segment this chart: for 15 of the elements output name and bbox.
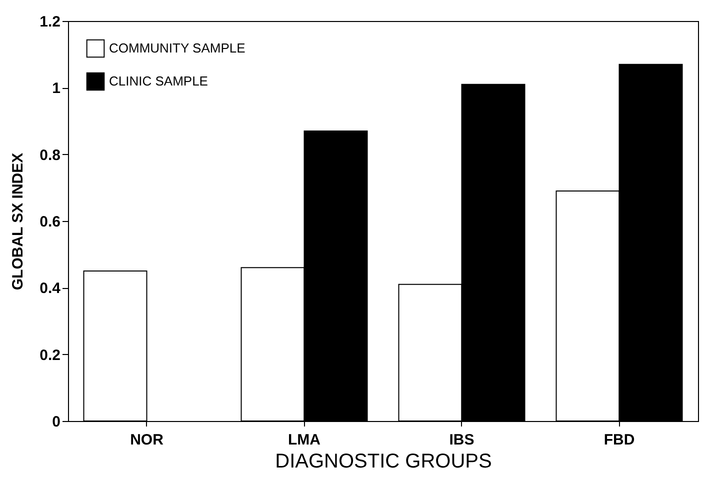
y-tick-label: 0 (52, 414, 60, 430)
x-tick-label: NOR (130, 432, 164, 448)
y-tick-label: 0.8 (40, 146, 60, 164)
x-axis-title: DIAGNOSTIC GROUPS (275, 450, 492, 472)
y-tick-label: 1.2 (40, 14, 60, 30)
y-tick-label: 0.6 (40, 214, 60, 230)
y-axis-title: GLOBAL SX INDEX (10, 152, 27, 290)
legend-label: COMMUNITY SAMPLE (109, 40, 246, 56)
x-tick-label: LMA (288, 432, 321, 448)
y-tick-label: 0.4 (40, 280, 62, 298)
y-tick-label: 0.2 (40, 346, 60, 364)
x-tick-label: FBD (604, 432, 635, 448)
x-tick-label: IBS (449, 432, 474, 448)
legend-label: CLINIC SAMPLE (109, 74, 208, 88)
y-tick-label: 1 (52, 80, 60, 98)
